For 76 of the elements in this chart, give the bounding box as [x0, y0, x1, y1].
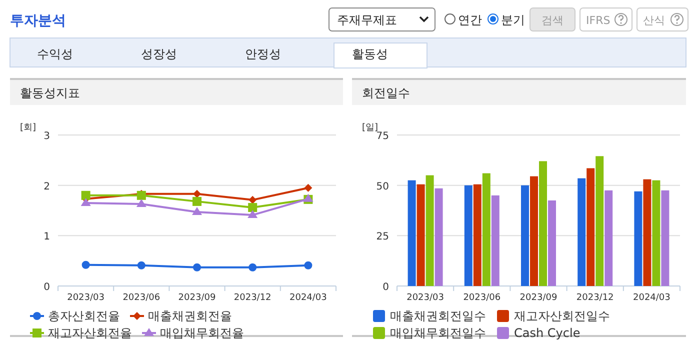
- bar: [634, 191, 642, 286]
- point: [304, 261, 312, 270]
- text: 산식: [643, 14, 665, 27]
- y-axis-title: [일]: [362, 123, 378, 133]
- bar: [604, 190, 613, 286]
- text: IFRS: [586, 14, 610, 27]
- text: 활동성: [352, 47, 388, 61]
- point: [248, 263, 257, 272]
- text: 분기: [501, 13, 525, 27]
- legend-label: Cash Cycle: [514, 326, 580, 340]
- bar: [473, 184, 482, 286]
- x-tick-label: 2023/06: [122, 293, 160, 303]
- bar: [586, 168, 595, 286]
- text: 안정성: [245, 47, 281, 61]
- x-tick-label: 2023/06: [463, 293, 501, 303]
- legend-label: 매입채무회전율: [160, 326, 244, 340]
- legend-label: 재고자산회전율: [48, 326, 132, 340]
- bar: [426, 175, 434, 286]
- bar: [408, 180, 416, 286]
- x-tick-label: 2023/03: [67, 293, 104, 303]
- point: [137, 261, 146, 270]
- bar: [416, 184, 425, 286]
- chart-title: 활동성지표: [20, 86, 80, 100]
- bar: [539, 161, 547, 286]
- y-tick-label: 50: [376, 181, 389, 192]
- legend-label: 재고자산회전일수: [514, 309, 610, 323]
- x-tick-label: 2023/12: [576, 293, 614, 303]
- bar: [434, 188, 443, 286]
- point: [193, 190, 201, 198]
- bar: [464, 185, 472, 286]
- bar: [596, 156, 604, 286]
- legend-label: 총자산회전율: [48, 309, 120, 323]
- y-tick-label: 75: [376, 131, 389, 142]
- point: [304, 184, 312, 192]
- y-tick-label: 25: [376, 232, 389, 243]
- text: 수익성: [37, 47, 73, 61]
- bar: [482, 173, 490, 286]
- y-tick-label: 0: [44, 282, 50, 293]
- y-axis-title: [회]: [20, 123, 36, 133]
- x-tick-label: 2023/09: [178, 293, 216, 303]
- y-tick-label: 2: [44, 181, 50, 192]
- point: [192, 196, 202, 206]
- text: 투자분석: [10, 13, 66, 29]
- x-tick-label: 2023/03: [406, 293, 444, 303]
- x-tick-label: 2023/09: [520, 293, 558, 303]
- point: [82, 260, 90, 269]
- bar: [491, 195, 500, 286]
- chart-title: 회전일수: [362, 86, 410, 100]
- bar: [530, 176, 538, 286]
- x-tick-label: 2024/03: [633, 293, 670, 303]
- legend-label: 매입채무회전일수: [390, 326, 486, 340]
- bar: [652, 180, 660, 286]
- text: 주재무제표: [337, 13, 397, 27]
- bar: [521, 185, 529, 286]
- x-tick-label: 2024/03: [290, 293, 327, 303]
- point: [248, 210, 258, 218]
- point: [248, 196, 257, 204]
- bar: [661, 190, 670, 286]
- text: 검색: [542, 14, 564, 27]
- text: 성장성: [141, 47, 177, 61]
- bar: [578, 178, 586, 286]
- legend-label: 매출채권회전일수: [390, 309, 486, 323]
- point: [248, 202, 258, 212]
- bar: [548, 200, 556, 286]
- point: [193, 263, 201, 272]
- point: [136, 198, 146, 207]
- text: 연간: [458, 13, 482, 27]
- point: [80, 198, 91, 206]
- bar: [643, 179, 652, 286]
- y-tick-label: 0: [382, 282, 389, 293]
- legend-label: 매출채권회전율: [148, 309, 232, 323]
- point: [81, 190, 90, 200]
- y-tick-label: 1: [44, 232, 50, 243]
- point: [192, 207, 202, 216]
- y-tick-label: 3: [44, 131, 50, 142]
- x-tick-label: 2023/12: [234, 293, 272, 303]
